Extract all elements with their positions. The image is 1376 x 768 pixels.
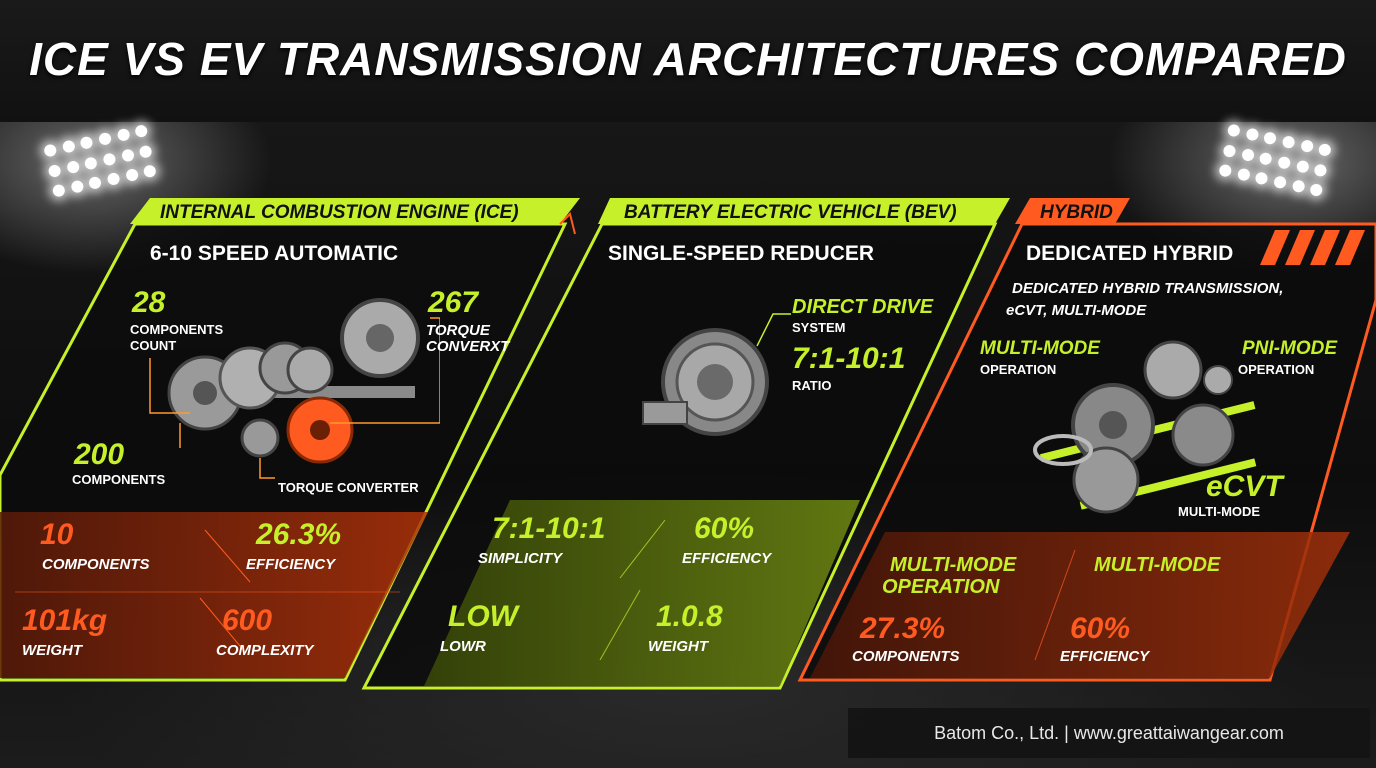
ice-components-count-value: 28: [132, 286, 166, 319]
ice-components-count-label-2: COUNT: [130, 338, 177, 353]
hybrid-ecvt: eCVT: [1206, 470, 1283, 503]
hybrid-subtitle: DEDICATED HYBRID: [1026, 242, 1234, 265]
ice-stat-1-label: COMPONENTS: [42, 556, 150, 573]
gear-train-icon: [167, 298, 420, 464]
bev-header: BATTERY ELECTRIC VEHICLE (BEV): [624, 202, 957, 223]
bev-stat-1-value: 7:1-10:1: [492, 512, 606, 545]
hybrid-transmission-icon: [1033, 340, 1257, 514]
bev-stat-3-label: LOWR: [440, 638, 486, 655]
ice-components-count-label-1: COMPONENTS: [130, 322, 224, 337]
footer-credit: Batom Co., Ltd. | www.greattaiwangear.co…: [848, 708, 1370, 758]
ice-stat-1-value: 10: [40, 518, 74, 551]
ice-panel: INTERNAL COMBUSTION ENGINE (ICE) 6-10 SP…: [0, 190, 590, 690]
hybrid-panel: HYBRID DEDICATED HYBRID DEDICATED HYBRID…: [790, 190, 1376, 690]
hybrid-stat-2-label: EFFICIENCY: [1060, 648, 1150, 665]
bev-ratio-label: RATIO: [792, 378, 832, 393]
bev-subtitle: SINGLE-SPEED REDUCER: [608, 242, 875, 265]
hybrid-stat-header-1: MULTI-MODE: [890, 554, 1017, 576]
bev-stat-4-value: 1.0.8: [656, 600, 723, 633]
hybrid-pni-mode: PNI-MODE: [1242, 338, 1337, 359]
ice-stat-2-value: 26.3%: [256, 518, 342, 551]
hybrid-stat-header-2: OPERATION: [882, 576, 1000, 598]
bev-stat-2-label: EFFICIENCY: [682, 550, 772, 567]
hybrid-stat-1-value: 27.3%: [860, 612, 946, 645]
ice-stat-3-value: 101kg: [22, 604, 108, 637]
ice-stat-3-label: WEIGHT: [22, 642, 82, 659]
hybrid-ecvt-label: MULTI-MODE: [1178, 504, 1261, 519]
ice-torque-label-2: CONVERXT: [426, 338, 510, 355]
ice-components-value: 200: [74, 438, 125, 471]
ice-stat-4-value: 600: [222, 604, 273, 637]
hybrid-multi-mode: MULTI-MODE: [980, 338, 1100, 359]
hybrid-stat-2-value: 60%: [1070, 612, 1131, 645]
bev-panel-frame: [361, 198, 1010, 690]
ice-panel-frame: [0, 198, 580, 682]
reducer-icon: [642, 328, 769, 436]
bev-stat-3-value: LOW: [448, 600, 518, 633]
hybrid-stat-header-3: MULTI-MODE: [1094, 554, 1221, 576]
bev-stat-4-label: WEIGHT: [648, 638, 708, 655]
bev-stat-1-label: SIMPLICITY: [478, 550, 563, 567]
bev-panel: BATTERY ELECTRIC VEHICLE (BEV) SINGLE-SP…: [360, 190, 1020, 690]
ice-callout-lines: [149, 317, 440, 479]
hybrid-stat-1-label: COMPONENTS: [852, 648, 960, 665]
ice-header: INTERNAL COMBUSTION ENGINE (ICE): [160, 202, 519, 223]
ice-components-label: COMPONENTS: [72, 472, 166, 487]
hybrid-header: HYBRID: [1040, 202, 1113, 223]
hybrid-description-2: eCVT, MULTI-MODE: [1006, 302, 1147, 319]
ice-subtitle: 6-10 SPEED AUTOMATIC: [150, 242, 399, 265]
bev-system: SYSTEM: [792, 320, 846, 335]
ice-torque-converter-label: TORQUE CONVERTER: [278, 480, 419, 495]
hybrid-pni-mode-op: OPERATION: [1238, 362, 1315, 377]
title-bar: ICE VS EV TRANSMISSION ARCHITECTURES COM…: [0, 0, 1376, 122]
ice-torque-label-1: TORQUE: [426, 322, 490, 339]
bev-ratio-value: 7:1-10:1: [792, 342, 906, 375]
hybrid-multi-mode-op: OPERATION: [980, 362, 1057, 377]
ice-stat-2-label: EFFICIENCY: [246, 556, 336, 573]
bev-direct-drive: DIRECT DRIVE: [792, 296, 934, 318]
ice-torque-value: 267: [428, 286, 479, 319]
bev-callout-line: [756, 313, 791, 347]
page-title: ICE VS EV TRANSMISSION ARCHITECTURES COM…: [29, 33, 1347, 85]
hybrid-description-1: DEDICATED HYBRID TRANSMISSION,: [1012, 280, 1284, 297]
bev-stat-2-value: 60%: [694, 512, 755, 545]
ice-stat-4-label: COMPLEXITY: [216, 642, 314, 659]
